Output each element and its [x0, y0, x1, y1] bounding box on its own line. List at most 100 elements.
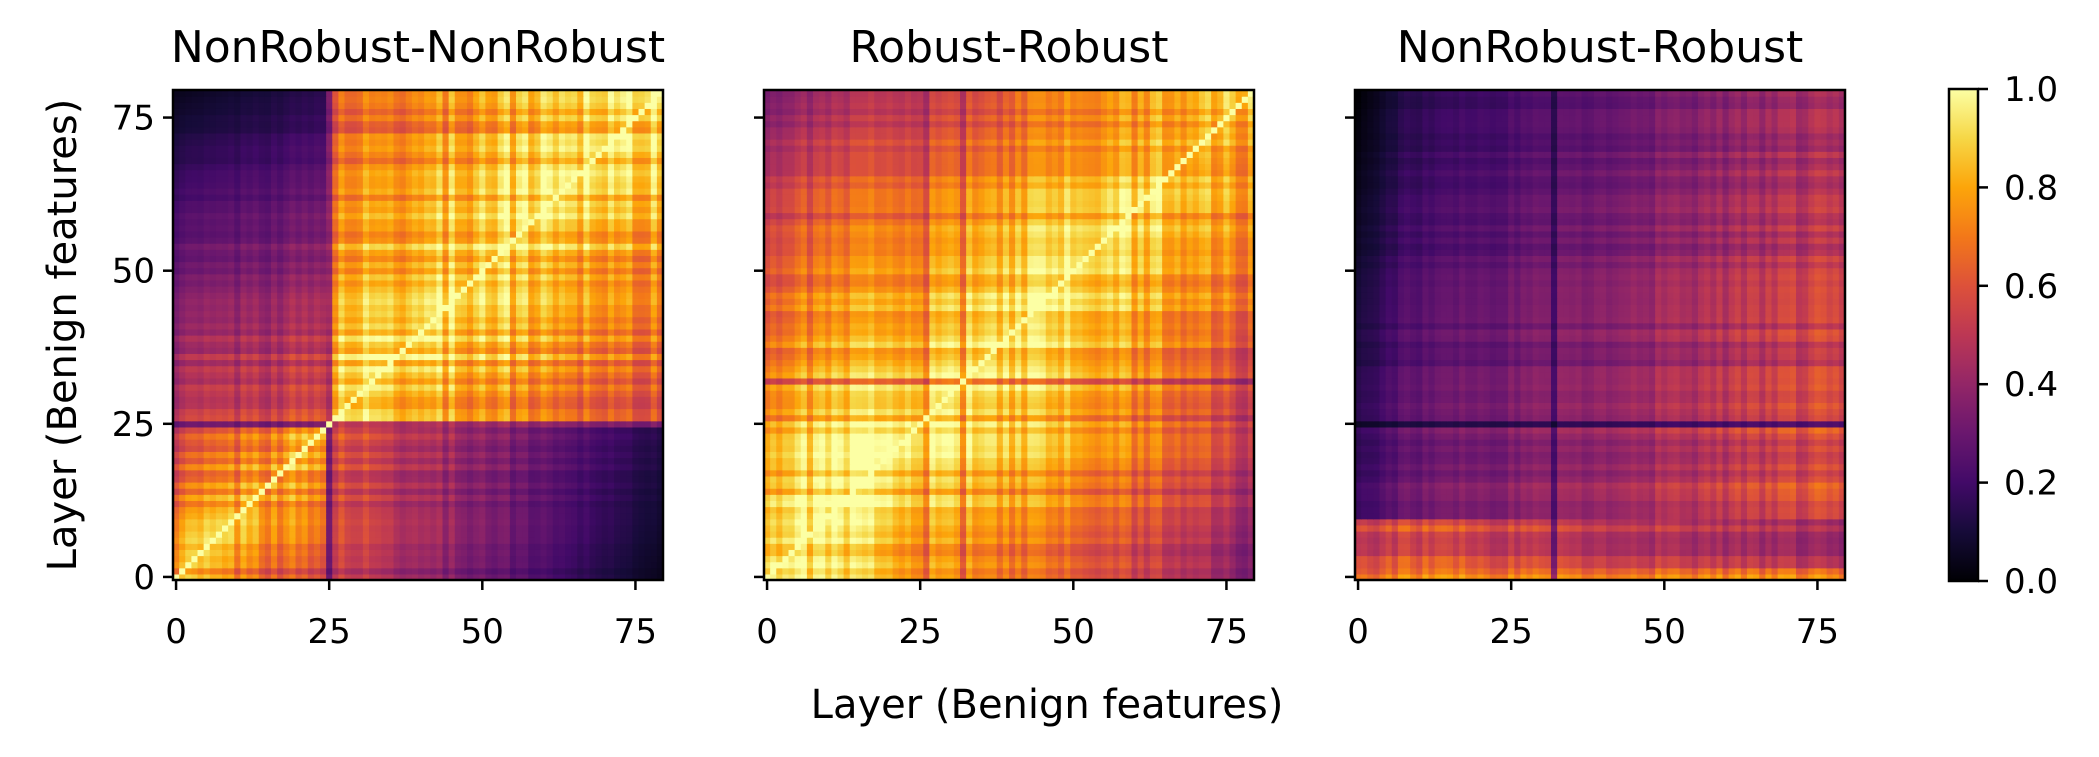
heatmap-cell: [626, 512, 633, 520]
heatmap-cell: [577, 433, 584, 440]
heatmap-cell: [552, 537, 560, 544]
heatmap-cell: [399, 384, 407, 391]
heatmap-cell: [546, 365, 554, 373]
heatmap-cell: [258, 243, 266, 250]
heatmap-cell: [473, 524, 480, 532]
heatmap-cell: [197, 500, 205, 508]
heatmap-cell: [387, 433, 395, 440]
heatmap-cell: [534, 414, 542, 422]
heatmap-cell: [448, 322, 456, 330]
heatmap-cell: [418, 439, 425, 446]
heatmap-cell: [509, 359, 517, 367]
heatmap-cell: [393, 555, 401, 563]
heatmap-cell: [332, 279, 339, 287]
heatmap-cell: [583, 433, 591, 440]
heatmap-cell: [356, 402, 364, 410]
heatmap-cell: [448, 396, 456, 403]
heatmap-cell: [313, 567, 321, 575]
heatmap-cell: [607, 279, 615, 287]
heatmap-cell: [332, 194, 339, 201]
heatmap-cell: [595, 200, 603, 207]
heatmap-cell: [644, 243, 652, 250]
heatmap-cell: [528, 439, 535, 446]
heatmap-cell: [565, 328, 572, 336]
heatmap-cell: [614, 420, 621, 428]
heatmap-cell: [626, 469, 633, 477]
heatmap-cell: [485, 396, 493, 403]
heatmap-cell: [350, 267, 358, 275]
heatmap-cell: [228, 347, 235, 354]
heatmap-cell: [375, 292, 382, 299]
heatmap-cell: [565, 390, 572, 397]
heatmap-cell: [454, 494, 462, 501]
heatmap-cell: [577, 475, 584, 483]
heatmap-cell: [485, 420, 493, 428]
heatmap-cell: [222, 420, 229, 428]
heatmap-cell: [436, 537, 444, 544]
heatmap-cell: [601, 255, 609, 263]
heatmap-cell: [191, 396, 199, 403]
heatmap-cell: [277, 420, 284, 428]
heatmap-cell: [369, 353, 376, 361]
heatmap-cell: [546, 463, 554, 471]
heatmap-cell: [344, 573, 352, 581]
heatmap-cell: [185, 524, 192, 532]
heatmap-cell: [546, 433, 554, 440]
heatmap-cell: [179, 267, 186, 275]
heatmap-cell: [614, 292, 621, 299]
heatmap-cell: [197, 445, 205, 452]
heatmap-cell: [173, 377, 180, 385]
heatmap-cell: [656, 500, 664, 508]
heatmap-cell: [485, 518, 493, 526]
heatmap-cell: [485, 531, 493, 538]
heatmap-cell: [215, 384, 223, 391]
heatmap-cell: [430, 243, 437, 250]
heatmap-cell: [185, 273, 192, 281]
heatmap-cell: [626, 543, 633, 550]
heatmap-cell: [301, 475, 309, 483]
heatmap-cell: [277, 316, 284, 324]
heatmap-cell: [632, 273, 640, 281]
heatmap-cell: [277, 445, 284, 452]
heatmap-cell: [479, 341, 486, 348]
heatmap-cell: [234, 243, 241, 250]
heatmap-cell: [362, 267, 370, 275]
heatmap-cell: [179, 512, 186, 520]
heatmap-cell: [185, 335, 192, 342]
heatmap-cell: [638, 273, 646, 281]
heatmap-cell: [246, 243, 254, 250]
heatmap-cell: [540, 218, 548, 226]
heatmap-cell: [632, 420, 640, 428]
heatmap-cell: [552, 555, 560, 563]
heatmap-cell: [399, 206, 407, 214]
heatmap-cell: [565, 573, 572, 581]
heatmap-cell: [295, 463, 303, 471]
heatmap-cell: [271, 426, 278, 434]
heatmap-cell: [185, 322, 192, 330]
heatmap-cell: [283, 347, 290, 354]
heatmap-cell: [283, 506, 290, 514]
heatmap-cell: [283, 224, 290, 232]
heatmap-cell: [534, 500, 542, 508]
heatmap-cell: [430, 482, 437, 489]
heatmap-cell: [222, 322, 229, 330]
heatmap-cell: [595, 537, 603, 544]
heatmap-cell: [528, 384, 535, 391]
heatmap-cell: [307, 549, 315, 557]
heatmap-cell: [344, 439, 352, 446]
heatmap-cell: [289, 420, 297, 428]
heatmap-cell: [191, 304, 199, 312]
heatmap-cell: [362, 206, 370, 214]
heatmap-cell: [473, 457, 480, 465]
heatmap-cell: [632, 537, 640, 544]
heatmap-cell: [650, 506, 658, 514]
heatmap-cell: [240, 298, 248, 305]
heatmap-cell: [632, 543, 640, 550]
heatmap-cell: [405, 469, 413, 477]
heatmap-cell: [491, 518, 499, 526]
heatmap-cell: [620, 230, 627, 238]
heatmap-cell: [485, 390, 493, 397]
heatmap-cell: [289, 494, 297, 501]
heatmap-cell: [313, 279, 321, 287]
heatmap-cell: [558, 555, 566, 563]
